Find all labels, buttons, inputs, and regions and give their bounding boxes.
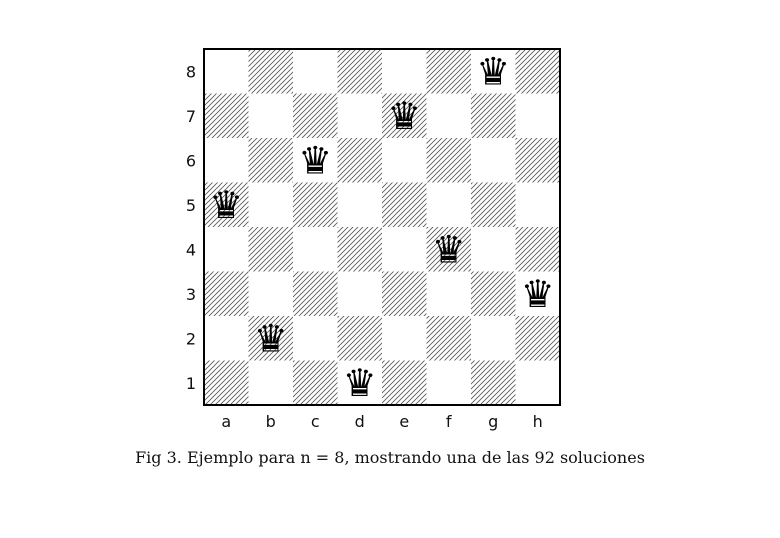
square-f7 — [426, 93, 471, 138]
square-e2 — [382, 316, 427, 361]
square-f3 — [426, 271, 471, 316]
rank-label: 5 — [186, 196, 196, 215]
rank-label: 2 — [186, 329, 196, 348]
square-e8 — [382, 49, 427, 94]
square-f6 — [426, 138, 471, 183]
square-h2 — [515, 316, 560, 361]
square-h8 — [515, 49, 560, 94]
square-g5 — [471, 182, 516, 227]
square-f4 — [426, 227, 471, 272]
square-g8 — [471, 49, 516, 94]
file-label: e — [399, 412, 409, 431]
rank-label: 1 — [186, 374, 196, 393]
square-d4 — [337, 227, 382, 272]
square-f5 — [426, 182, 471, 227]
rank-label: 3 — [186, 285, 196, 304]
file-label: h — [533, 412, 543, 431]
file-label: b — [266, 412, 276, 431]
square-c3 — [293, 271, 338, 316]
square-g4 — [471, 227, 516, 272]
square-c6 — [293, 138, 338, 183]
square-b3 — [248, 271, 293, 316]
square-d8 — [337, 49, 382, 94]
file-label: c — [311, 412, 320, 431]
square-h5 — [515, 182, 560, 227]
square-g2 — [471, 316, 516, 361]
square-a5 — [204, 182, 249, 227]
file-label: g — [488, 412, 498, 431]
queen-icon: ♛ — [521, 272, 555, 316]
file-label: d — [355, 412, 365, 431]
square-d2 — [337, 316, 382, 361]
figure-caption: Fig 3. Ejemplo para n = 8, mostrando una… — [135, 448, 645, 467]
square-b6 — [248, 138, 293, 183]
square-b4 — [248, 227, 293, 272]
square-b8 — [248, 49, 293, 94]
square-f8 — [426, 49, 471, 94]
square-d3 — [337, 271, 382, 316]
square-e1 — [382, 360, 427, 405]
file-labels: a b c d e f g h — [221, 412, 542, 431]
square-b2 — [248, 316, 293, 361]
square-g1 — [471, 360, 516, 405]
square-c5 — [293, 182, 338, 227]
square-a1 — [204, 360, 249, 405]
board-border — [203, 48, 561, 406]
chessboard-diagram: 1 2 3 4 5 6 7 8 a b c d e f g h ♛ ♛ ♛ ♛ ♛ ♛ ♛ ♛ — [186, 48, 561, 431]
queen-icon: ♛ — [298, 138, 332, 182]
square-h4 — [515, 227, 560, 272]
square-a2 — [204, 316, 249, 361]
rank-label: 6 — [186, 151, 196, 170]
queens-layer: ♛ ♛ ♛ ♛ ♛ ♛ ♛ ♛ — [209, 49, 555, 405]
queen-icon: ♛ — [432, 227, 466, 271]
file-label: a — [221, 412, 231, 431]
square-d1 — [337, 360, 382, 405]
square-e6 — [382, 138, 427, 183]
square-g6 — [471, 138, 516, 183]
square-h7 — [515, 93, 560, 138]
square-a3 — [204, 271, 249, 316]
rank-label: 8 — [186, 62, 196, 81]
rank-labels: 1 2 3 4 5 6 7 8 — [186, 62, 196, 393]
square-e3 — [382, 271, 427, 316]
queen-icon: ♛ — [209, 183, 243, 227]
square-c4 — [293, 227, 338, 272]
queen-icon: ♛ — [343, 361, 377, 405]
square-a6 — [204, 138, 249, 183]
square-f1 — [426, 360, 471, 405]
square-d7 — [337, 93, 382, 138]
square-c8 — [293, 49, 338, 94]
queen-icon: ♛ — [476, 49, 510, 93]
square-h3 — [515, 271, 560, 316]
square-e4 — [382, 227, 427, 272]
square-d5 — [337, 182, 382, 227]
square-c2 — [293, 316, 338, 361]
square-g3 — [471, 271, 516, 316]
square-d6 — [337, 138, 382, 183]
square-c1 — [293, 360, 338, 405]
square-e7 — [382, 93, 427, 138]
square-g7 — [471, 93, 516, 138]
square-b5 — [248, 182, 293, 227]
square-a4 — [204, 227, 249, 272]
rank-label: 7 — [186, 107, 196, 126]
square-h1 — [515, 360, 560, 405]
square-b1 — [248, 360, 293, 405]
square-c7 — [293, 93, 338, 138]
board-squares — [204, 49, 560, 405]
file-label: f — [446, 412, 452, 431]
square-a7 — [204, 93, 249, 138]
square-e5 — [382, 182, 427, 227]
square-a8 — [204, 49, 249, 94]
square-h6 — [515, 138, 560, 183]
square-b7 — [248, 93, 293, 138]
rank-label: 4 — [186, 240, 196, 259]
queen-icon: ♛ — [387, 94, 421, 138]
square-f2 — [426, 316, 471, 361]
queen-icon: ♛ — [254, 316, 288, 360]
